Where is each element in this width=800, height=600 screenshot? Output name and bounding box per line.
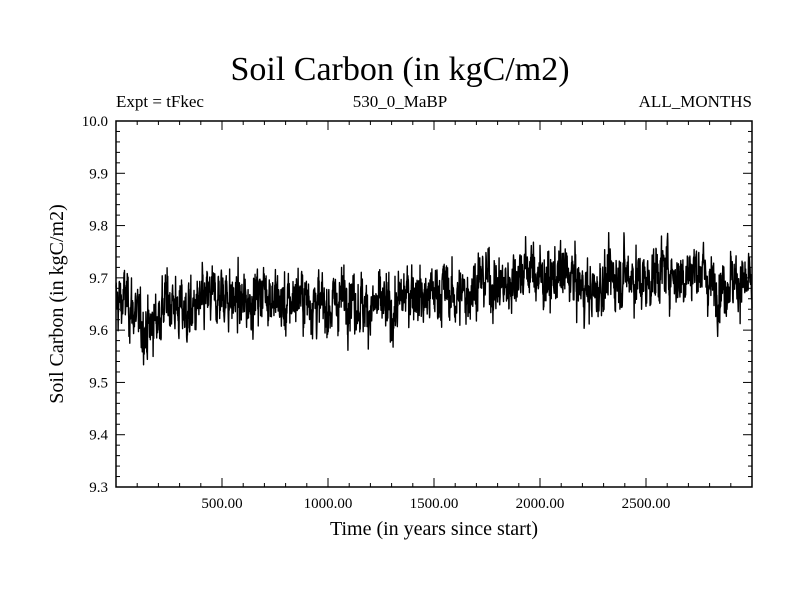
- y-tick-label: 9.6: [89, 323, 108, 339]
- x-tick-label: 2500.00: [622, 496, 671, 512]
- y-tick-label: 9.5: [89, 375, 108, 391]
- data-layer: [115, 231, 753, 366]
- experiment-label: Expt = tFkec: [116, 92, 204, 111]
- x-tick-label: 2000.00: [516, 496, 565, 512]
- x-axis-label: Time (in years since start): [330, 518, 538, 540]
- y-tick-label: 9.9: [89, 166, 108, 182]
- chart-title: Soil Carbon (in kgC/m2): [230, 51, 570, 88]
- months-label: ALL_MONTHS: [638, 92, 752, 111]
- x-tick-label: 1500.00: [410, 496, 459, 512]
- period-label: 530_0_MaBP: [352, 92, 448, 111]
- soil-carbon-series-line: [115, 231, 753, 366]
- x-tick-label: 1000.00: [304, 496, 353, 512]
- y-tick-label: 9.3: [89, 480, 108, 496]
- y-axis-label: Soil Carbon (in kgC/m2): [46, 204, 68, 403]
- y-tick-label: 9.7: [89, 271, 108, 287]
- y-tick-label: 9.8: [89, 219, 108, 235]
- y-tick-label: 9.4: [89, 428, 108, 444]
- x-tick-label: 500.00: [201, 496, 242, 512]
- y-tick-label: 10.0: [82, 114, 108, 130]
- ticks-layer: 500.00 1000.00 1500.00 2000.00 2500.00 9.3 9.4…: [82, 114, 752, 512]
